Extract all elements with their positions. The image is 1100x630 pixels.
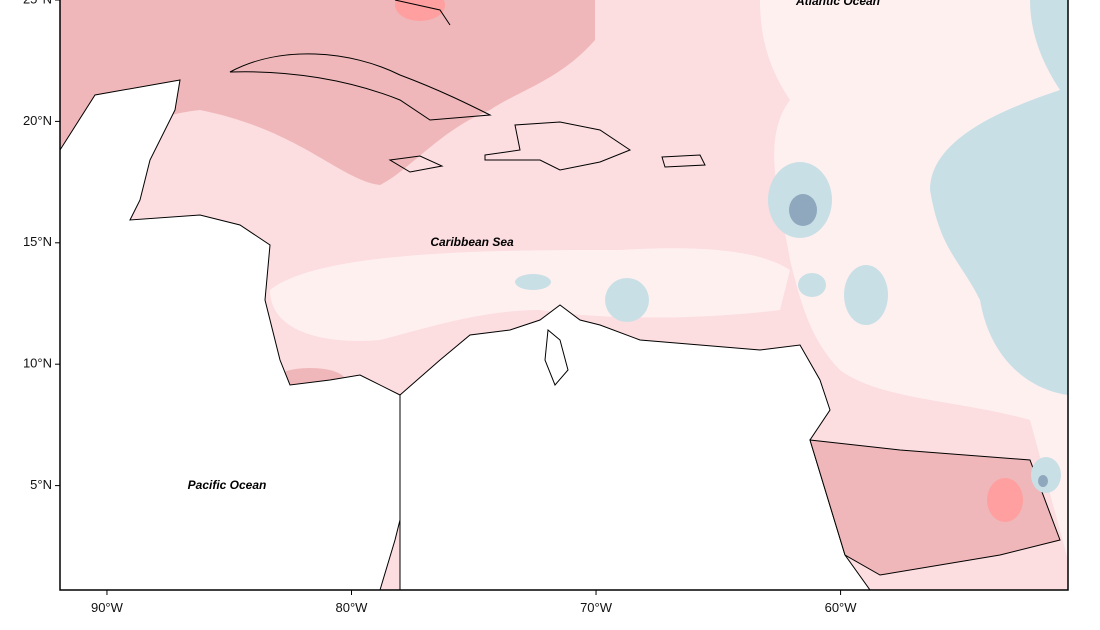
x-tick-label: 70°W (580, 600, 613, 615)
cool-region (930, 0, 1068, 395)
jamaica (388, 155, 444, 173)
warm-spot (395, 0, 445, 21)
guianas-warm (809, 439, 1061, 576)
cool-region (844, 265, 888, 325)
anomaly-field: Atlantic Ocean Caribbean Sea Pacific Oce… (60, 0, 1068, 590)
ocean-label: Atlantic Ocean (795, 0, 880, 8)
y-tick-label: 10°N (23, 356, 52, 371)
ocean-label: Caribbean Sea (430, 235, 514, 249)
cool-region (605, 278, 649, 322)
cool-region (798, 273, 826, 297)
x-tick-label: 60°W (825, 600, 858, 615)
cool-region (1031, 457, 1061, 493)
hispaniola (484, 121, 632, 171)
neutral-region (270, 248, 790, 341)
ocean-label: Pacific Ocean (188, 478, 267, 492)
y-tick-label: 25°N (23, 0, 52, 6)
cool-core (789, 194, 817, 226)
cuba (229, 53, 492, 121)
warm-region (60, 0, 595, 185)
cool-core (1038, 475, 1048, 487)
warm-spot (987, 478, 1023, 522)
y-tick-label: 15°N (23, 234, 52, 249)
south-america (399, 304, 871, 590)
bahamas (394, 0, 451, 26)
y-tick-label: 5°N (30, 477, 52, 492)
x-tick-label: 80°W (336, 600, 369, 615)
cool-region (515, 274, 551, 290)
x-tick-label: 90°W (91, 600, 124, 615)
maracaibo (544, 329, 569, 386)
y-tick-label: 20°N (23, 113, 52, 128)
plot-frame (59, 0, 1069, 591)
puerto-rico (661, 154, 706, 168)
